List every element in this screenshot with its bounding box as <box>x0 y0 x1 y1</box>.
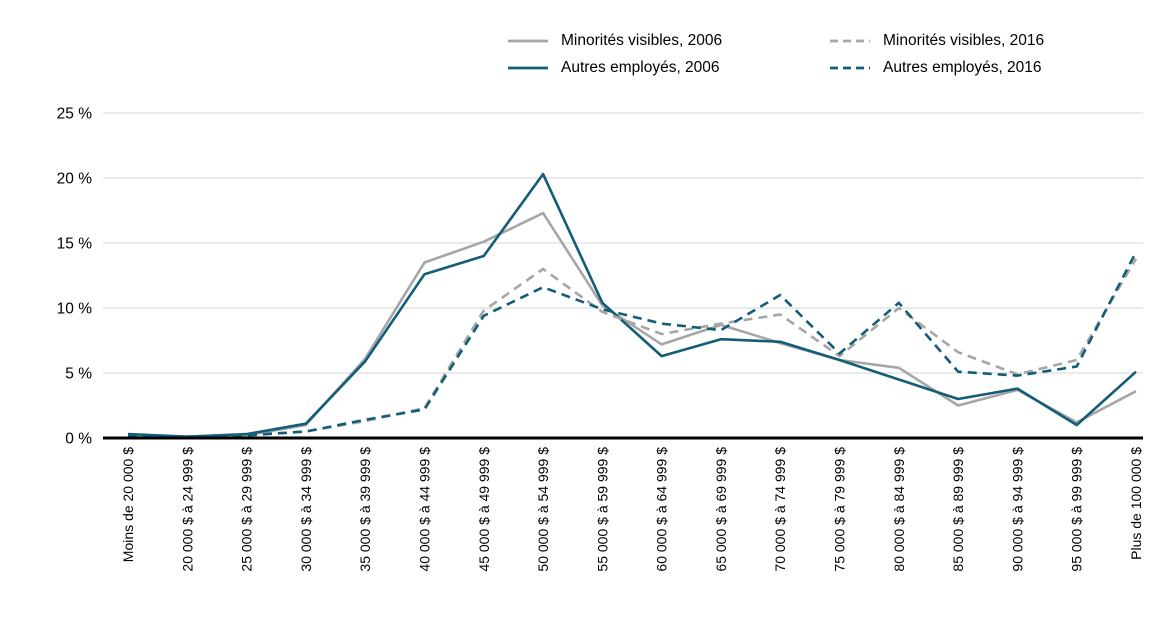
x-tick-label: 55 000 $ à 59 999 $ <box>594 447 610 572</box>
x-tick-label: 90 000 $ à 94 999 $ <box>1009 447 1025 572</box>
x-tick-label: 85 000 $ à 89 999 $ <box>950 447 966 572</box>
legend-swatch-teal-dashed-icon <box>830 60 870 76</box>
x-tick-label: 70 000 $ à 74 999 $ <box>772 447 788 572</box>
legend-item-autres-employes-2016: Autres employés, 2016 <box>830 59 1044 77</box>
x-tick-label: 20 000 $ à 24 999 $ <box>179 447 195 572</box>
legend-swatch-gray-solid-icon <box>508 33 548 49</box>
x-tick-label: Plus de 100 000 $ <box>1128 447 1144 560</box>
y-tick-label: 10 % <box>57 301 93 318</box>
x-tick-label: 35 000 $ à 39 999 $ <box>357 447 373 572</box>
legend-swatch-gray-dashed-icon <box>830 33 870 49</box>
series-line-1 <box>127 172 1137 439</box>
x-tick-label: 30 000 $ à 34 999 $ <box>298 447 314 572</box>
x-tick-label: 60 000 $ à 64 999 $ <box>654 447 670 572</box>
x-tick-label: 75 000 $ à 79 999 $ <box>832 447 848 572</box>
series-line-3 <box>127 251 1138 439</box>
y-tick-label: 5 % <box>65 366 92 383</box>
x-tick-label: 40 000 $ à 44 999 $ <box>416 447 432 572</box>
x-tick-label: 45 000 $ à 49 999 $ <box>476 447 492 572</box>
y-tick-label: 15 % <box>57 236 93 253</box>
legend-label: Minorités visibles, 2006 <box>561 32 723 49</box>
legend-column-2016: Minorités visibles, 2016 Autres employés… <box>830 32 1044 77</box>
series-line-2 <box>128 257 1138 439</box>
x-tick-label: 65 000 $ à 69 999 $ <box>713 447 729 572</box>
legend-column-2006: Minorités visibles, 2006 Autres employés… <box>508 32 830 77</box>
chart-legend: Minorités visibles, 2006 Autres employés… <box>508 32 1044 77</box>
legend-label: Autres employés, 2016 <box>883 59 1042 76</box>
x-tick-label: 95 000 $ à 99 999 $ <box>1069 447 1085 572</box>
y-tick-label: 0 % <box>65 431 92 448</box>
legend-item-minorites-visibles-2006: Minorités visibles, 2006 <box>508 32 830 50</box>
legend-swatch-teal-solid-icon <box>508 60 548 76</box>
legend-label: Minorités visibles, 2016 <box>883 32 1045 49</box>
series-line-0 <box>127 211 1137 439</box>
legend-item-autres-employes-2006: Autres employés, 2006 <box>508 59 830 77</box>
x-tick-label: 50 000 $ à 54 999 $ <box>535 447 551 572</box>
x-tick-label: Moins de 20 000 $ <box>120 447 136 562</box>
legend-label: Autres employés, 2006 <box>561 59 720 76</box>
y-tick-label: 25 % <box>57 106 93 123</box>
y-tick-label: 20 % <box>57 171 93 188</box>
x-tick-label: 25 000 $ à 29 999 $ <box>239 447 255 572</box>
legend-item-minorites-visibles-2016: Minorités visibles, 2016 <box>830 32 1044 50</box>
x-tick-label: 80 000 $ à 84 999 $ <box>891 447 907 572</box>
